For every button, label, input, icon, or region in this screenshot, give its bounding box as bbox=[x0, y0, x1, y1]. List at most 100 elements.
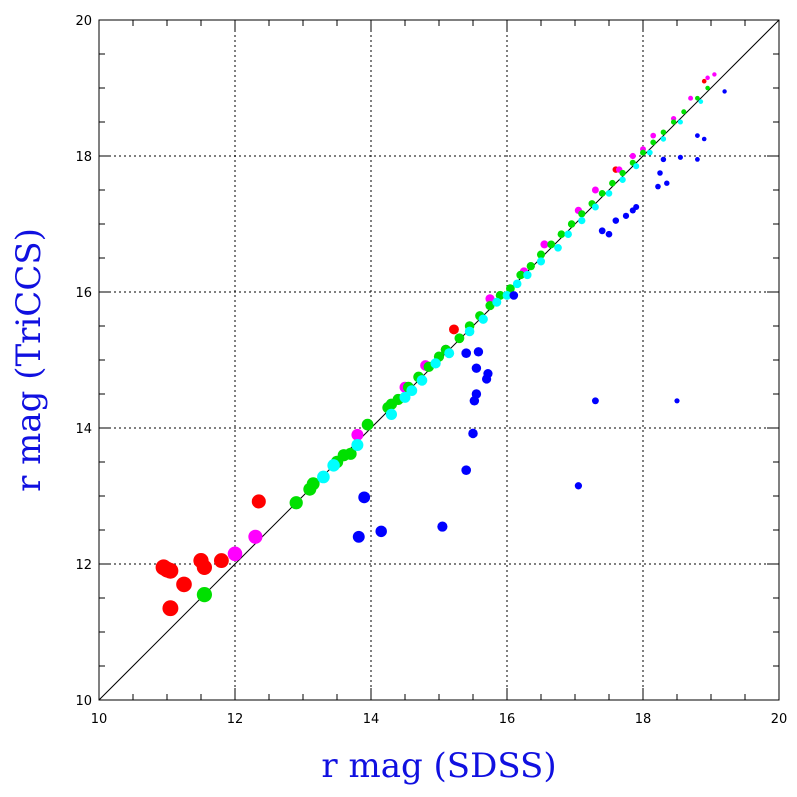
data-point-cyan bbox=[619, 176, 626, 183]
y-tick-label: 16 bbox=[75, 286, 92, 301]
x-tick-label: 14 bbox=[363, 712, 380, 727]
data-point-green bbox=[506, 284, 515, 293]
data-point-blue bbox=[461, 465, 472, 475]
x-tick-label: 18 bbox=[635, 712, 652, 727]
data-point-green bbox=[557, 230, 566, 239]
data-point-cyan bbox=[464, 326, 475, 337]
data-point-blue bbox=[664, 180, 670, 186]
data-point-blue bbox=[657, 170, 663, 176]
data-point-cyan bbox=[591, 203, 599, 211]
data-point-cyan bbox=[646, 149, 653, 156]
data-point-magenta bbox=[248, 529, 263, 544]
data-point-red bbox=[213, 553, 229, 569]
data-point-blue bbox=[471, 389, 482, 399]
data-point-blue bbox=[695, 157, 700, 162]
data-point-green bbox=[578, 210, 586, 218]
data-point-cyan bbox=[317, 470, 330, 484]
data-point-blue bbox=[695, 133, 700, 138]
y-tick-label: 18 bbox=[75, 150, 92, 165]
data-point-blue bbox=[622, 212, 630, 219]
data-point-cyan bbox=[698, 99, 704, 104]
data-point-magenta bbox=[688, 95, 694, 101]
data-point-green bbox=[660, 129, 667, 135]
data-point-green bbox=[289, 496, 303, 510]
data-point-blue bbox=[473, 347, 484, 357]
data-point-cyan bbox=[536, 257, 546, 266]
data-point-red bbox=[162, 562, 179, 579]
data-point-blue bbox=[612, 217, 620, 224]
data-point-blue bbox=[633, 203, 640, 211]
data-point-cyan bbox=[554, 243, 562, 252]
x-axis-title: r mag (SDSS) bbox=[321, 746, 556, 786]
data-point-cyan bbox=[385, 408, 398, 421]
data-point-magenta bbox=[540, 240, 549, 249]
x-tick-label: 16 bbox=[499, 712, 516, 727]
data-point-blue bbox=[468, 428, 478, 439]
plot-frame bbox=[98, 19, 780, 701]
data-points bbox=[155, 72, 727, 617]
data-point-red bbox=[701, 78, 707, 84]
data-point-blue bbox=[674, 398, 680, 404]
data-point-blue bbox=[722, 89, 727, 94]
grid-lines bbox=[99, 20, 779, 700]
data-point-blue bbox=[591, 397, 599, 405]
data-point-blue bbox=[358, 491, 371, 504]
data-point-green bbox=[485, 301, 495, 311]
data-point-blue bbox=[701, 136, 707, 142]
data-point-green bbox=[619, 169, 626, 177]
data-point-magenta bbox=[629, 152, 636, 160]
data-point-cyan bbox=[523, 270, 532, 280]
data-point-green bbox=[495, 290, 505, 300]
data-point-blue bbox=[471, 363, 482, 373]
y-tick-label: 14 bbox=[75, 422, 92, 437]
data-point-cyan bbox=[444, 348, 455, 359]
y-tick-label: 20 bbox=[75, 14, 92, 29]
y-tick-label: 10 bbox=[75, 694, 92, 709]
data-point-cyan bbox=[512, 279, 522, 289]
data-point-blue bbox=[352, 530, 365, 543]
data-point-green bbox=[609, 179, 616, 187]
data-point-green bbox=[454, 333, 465, 344]
data-point-cyan bbox=[502, 291, 512, 300]
data-point-magenta bbox=[485, 294, 495, 304]
data-point-magenta bbox=[650, 132, 657, 139]
x-tick-label: 12 bbox=[227, 712, 244, 727]
data-point-green bbox=[361, 418, 374, 431]
data-point-cyan bbox=[399, 391, 411, 403]
data-point-green bbox=[526, 262, 535, 271]
data-point-blue bbox=[483, 369, 493, 379]
data-point-green bbox=[196, 587, 212, 603]
tick-labels: 10 12 14 16 18 20 10 12 14 16 18 20 bbox=[75, 14, 787, 727]
data-point-blue bbox=[660, 156, 667, 163]
data-point-green bbox=[598, 190, 606, 197]
data-point-cyan bbox=[578, 216, 586, 225]
data-point-cyan bbox=[406, 385, 418, 397]
data-point-cyan bbox=[677, 119, 683, 125]
data-point-cyan bbox=[564, 230, 572, 238]
data-point-cyan bbox=[430, 358, 441, 369]
data-point-green bbox=[640, 149, 646, 156]
data-point-blue bbox=[461, 348, 472, 359]
data-point-cyan bbox=[605, 190, 613, 197]
data-point-magenta bbox=[705, 75, 710, 81]
data-point-blue bbox=[437, 521, 448, 532]
data-point-green bbox=[516, 270, 525, 280]
axis-ticks bbox=[98, 19, 780, 701]
data-point-green bbox=[681, 109, 687, 115]
data-point-red bbox=[449, 324, 459, 335]
data-point-cyan bbox=[416, 375, 428, 386]
data-point-blue bbox=[509, 291, 519, 300]
data-point-green bbox=[344, 447, 357, 460]
data-point-green bbox=[695, 95, 700, 101]
data-point-blue bbox=[677, 154, 683, 160]
data-point-green bbox=[705, 85, 710, 91]
data-point-magenta bbox=[227, 546, 243, 562]
data-point-cyan bbox=[633, 163, 640, 170]
data-point-cyan bbox=[327, 459, 340, 472]
data-point-cyan bbox=[351, 439, 364, 451]
data-point-red bbox=[176, 576, 192, 593]
data-point-green bbox=[567, 220, 576, 228]
data-point-magenta bbox=[591, 186, 599, 194]
